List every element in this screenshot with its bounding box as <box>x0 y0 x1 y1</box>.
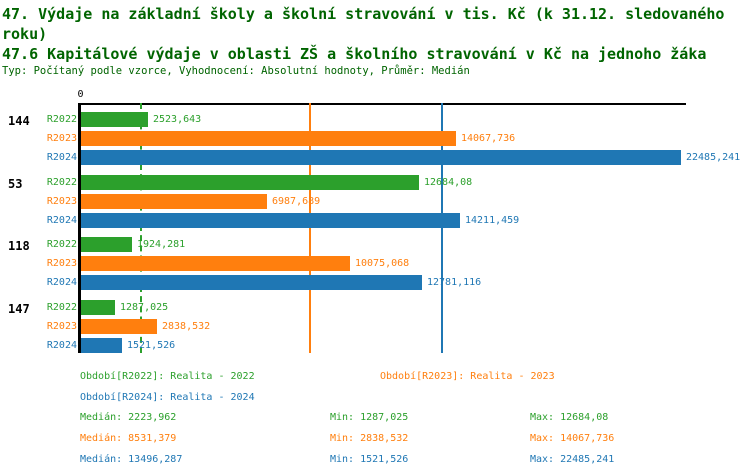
stat-median-r2022: Medián: 2223,962 <box>80 412 177 423</box>
stat-max-r2024: Max: 22485,241 <box>530 454 615 465</box>
bar-value-118-r2023: 10075,068 <box>355 258 410 269</box>
chart-title-line1: 47. Výdaje na základní školy a školní st… <box>2 5 725 23</box>
median-line-r2022 <box>140 103 142 353</box>
bar-value-147-r2024: 1521,526 <box>127 340 176 351</box>
stat-min-r2022: Min: 1287,025 <box>330 412 409 423</box>
chart-title-line2: roku) <box>2 25 48 43</box>
x-axis-line <box>78 103 686 105</box>
bar-row-label-r2024: R2024 <box>46 152 77 163</box>
bar-value-147-r2022: 1287,025 <box>120 302 169 313</box>
chart-meta-info: Typ: Počítaný podle vzorce, Vyhodnocení:… <box>2 65 470 77</box>
legend-item-r2023: Období[R2023]: Realita - 2023 <box>380 371 555 382</box>
stat-median-r2023: Medián: 8531,379 <box>80 433 177 444</box>
bar-118-r2024 <box>81 275 422 290</box>
bar-row-label-r2022: R2022 <box>46 239 77 250</box>
bar-147-r2024 <box>81 338 122 353</box>
legend-item-r2022: Období[R2022]: Realita - 2022 <box>80 371 255 382</box>
bar-53-r2022 <box>81 175 419 190</box>
stat-min-r2024: Min: 1521,526 <box>330 454 409 465</box>
bar-row-label-r2023: R2023 <box>46 321 77 332</box>
y-axis-line <box>78 103 81 353</box>
bar-value-53-r2022: 12684,08 <box>424 177 473 188</box>
bar-row-label-r2023: R2023 <box>46 196 77 207</box>
bar-row-label-r2024: R2024 <box>46 215 77 226</box>
bar-row-label-r2022: R2022 <box>46 177 77 188</box>
bar-147-r2022 <box>81 300 115 315</box>
bar-147-r2023 <box>81 319 157 334</box>
bar-row-label-r2024: R2024 <box>46 277 77 288</box>
stat-max-r2023: Max: 14067,736 <box>530 433 615 444</box>
median-line-r2023 <box>309 103 311 353</box>
bar-value-144-r2023: 14067,736 <box>461 133 516 144</box>
group-label-144: 144 <box>8 114 30 128</box>
group-label-147: 147 <box>8 302 30 316</box>
bar-118-r2023 <box>81 256 350 271</box>
group-label-53: 53 <box>8 177 23 191</box>
bar-144-r2022 <box>81 112 148 127</box>
bar-row-label-r2023: R2023 <box>46 258 77 269</box>
bar-value-118-r2022: 1924,281 <box>137 239 186 250</box>
stat-median-r2024: Medián: 13496,287 <box>80 454 183 465</box>
stat-max-r2022: Max: 12684,08 <box>530 412 609 423</box>
bar-value-53-r2024: 14211,459 <box>465 215 520 226</box>
bar-118-r2022 <box>81 237 132 252</box>
bar-row-label-r2022: R2022 <box>46 114 77 125</box>
bar-value-144-r2024: 22485,241 <box>686 152 741 163</box>
bar-value-53-r2023: 6987,689 <box>272 196 321 207</box>
bar-value-118-r2024: 12781,116 <box>427 277 482 288</box>
chart-subtitle: 47.6 Kapitálové výdaje v oblasti ZŠ a šk… <box>2 45 707 63</box>
bar-row-label-r2023: R2023 <box>46 133 77 144</box>
bar-value-147-r2023: 2838,532 <box>162 321 211 332</box>
bar-row-label-r2022: R2022 <box>46 302 77 313</box>
bar-53-r2024 <box>81 213 460 228</box>
bar-53-r2023 <box>81 194 267 209</box>
x-axis-origin-tick: 0 <box>77 89 84 100</box>
bar-row-label-r2024: R2024 <box>46 340 77 351</box>
bar-144-r2024 <box>81 150 681 165</box>
legend-item-r2024: Období[R2024]: Realita - 2024 <box>80 392 255 403</box>
stat-min-r2023: Min: 2838,532 <box>330 433 409 444</box>
bar-value-144-r2022: 2523,643 <box>153 114 202 125</box>
median-line-r2024 <box>441 103 443 353</box>
group-label-118: 118 <box>8 239 30 253</box>
bar-144-r2023 <box>81 131 456 146</box>
